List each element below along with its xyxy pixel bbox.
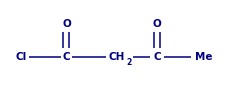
Text: CH: CH — [108, 52, 125, 62]
Text: O: O — [62, 19, 71, 29]
Text: C: C — [154, 52, 161, 62]
Text: Cl: Cl — [15, 52, 27, 62]
Text: 2: 2 — [127, 58, 132, 67]
Text: O: O — [153, 19, 162, 29]
Text: C: C — [63, 52, 70, 62]
Text: Me: Me — [195, 52, 213, 62]
